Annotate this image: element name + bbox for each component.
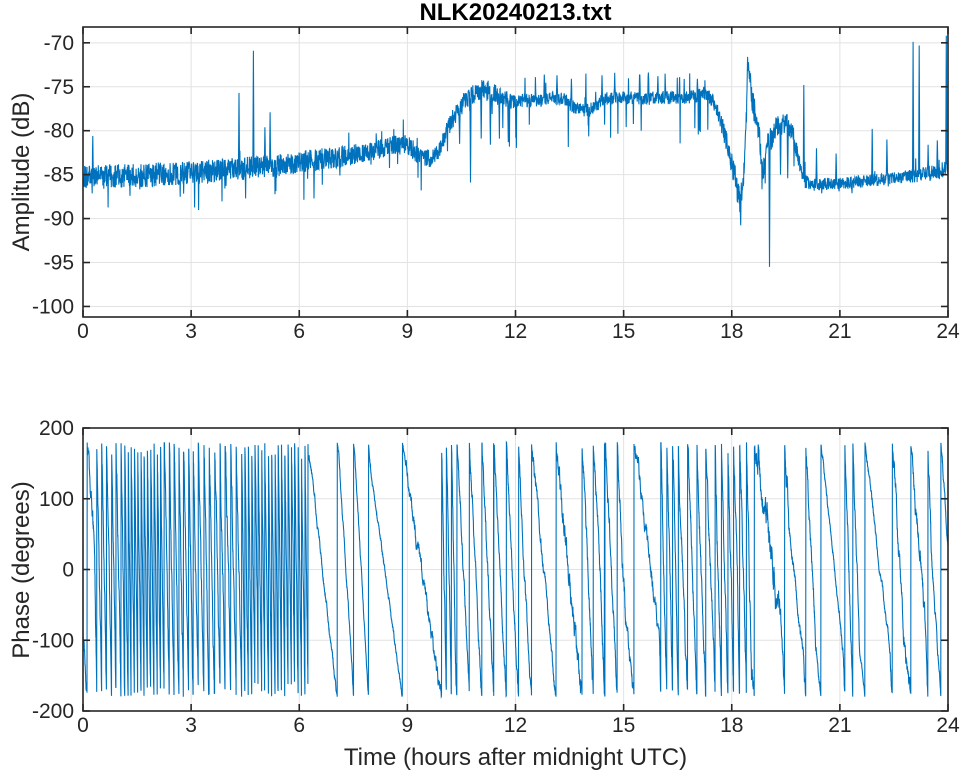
svg-text:100: 100 — [39, 488, 74, 511]
svg-text:6: 6 — [293, 714, 305, 737]
svg-text:15: 15 — [612, 320, 635, 343]
svg-text:-95: -95 — [44, 252, 74, 275]
svg-text:18: 18 — [720, 714, 743, 737]
svg-text:18: 18 — [720, 320, 743, 343]
svg-text:3: 3 — [185, 320, 197, 343]
svg-text:15: 15 — [612, 714, 635, 737]
figure-title: NLK20240213.txt — [419, 0, 612, 26]
svg-text:-100: -100 — [32, 629, 74, 652]
svg-text:0: 0 — [62, 559, 74, 582]
svg-text:21: 21 — [828, 714, 851, 737]
svg-text:24: 24 — [936, 320, 960, 343]
svg-text:24: 24 — [936, 714, 960, 737]
amplitude-plot-ticks — [82, 27, 949, 317]
amplitude-ylabel: Amplitude (dB) — [8, 92, 35, 252]
phase-plot-tick-labels: 0 3 6 9 12 15 18 21 24 200 100 0 -100 -200 — [32, 417, 960, 737]
svg-text:21: 21 — [828, 320, 851, 343]
svg-text:-70: -70 — [44, 32, 74, 55]
svg-text:9: 9 — [402, 320, 414, 343]
svg-text:-100: -100 — [32, 295, 74, 318]
svg-text:-75: -75 — [44, 76, 74, 99]
amplitude-plot: 0 3 6 9 12 15 18 21 24 -70 -75 -80 -85 -90 -95 -100 — [32, 26, 960, 343]
svg-text:-85: -85 — [44, 164, 74, 187]
phase-series — [83, 440, 948, 699]
time-xlabel: Time (hours after midnight UTC) — [343, 744, 688, 771]
svg-text:-80: -80 — [44, 120, 74, 143]
svg-text:12: 12 — [504, 714, 527, 737]
amplitude-plot-tick-labels: 0 3 6 9 12 15 18 21 24 -70 -75 -80 -85 -90 -95 -100 — [32, 32, 960, 343]
phase-plot-ticks — [82, 427, 949, 712]
amplitude-series — [83, 35, 948, 267]
svg-text:-90: -90 — [44, 208, 74, 231]
svg-text:-200: -200 — [32, 700, 74, 723]
phase-ylabel: Phase (degrees) — [8, 481, 35, 659]
svg-text:3: 3 — [185, 714, 197, 737]
svg-text:12: 12 — [504, 320, 527, 343]
svg-text:200: 200 — [39, 417, 74, 440]
phase-plot: 0 3 6 9 12 15 18 21 24 200 100 0 -100 -200 — [32, 417, 960, 737]
svg-text:0: 0 — [77, 320, 89, 343]
svg-text:9: 9 — [402, 714, 414, 737]
svg-text:6: 6 — [293, 320, 305, 343]
svg-text:0: 0 — [77, 714, 89, 737]
